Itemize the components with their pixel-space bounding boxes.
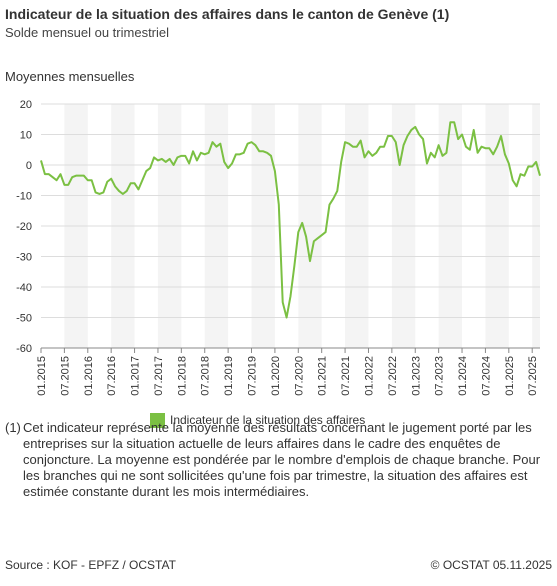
x-tick-label: 01.2021 <box>317 356 329 396</box>
footnote: (1) Cet indicateur représente la moyenne… <box>5 420 550 500</box>
x-tick-label: 07.2020 <box>293 356 305 396</box>
x-tick-label: 01.2022 <box>363 356 375 396</box>
x-tick-label: 01.2018 <box>176 356 188 396</box>
x-tick-label: 01.2016 <box>83 356 95 396</box>
y-tick-label: 20 <box>20 99 32 111</box>
chart-subtitle: Solde mensuel ou trimestriel <box>5 25 170 40</box>
x-tick-label: 07.2019 <box>247 356 259 396</box>
x-tick-label: 01.2019 <box>223 356 235 396</box>
y-tick-label: 0 <box>26 160 32 172</box>
x-tick-label: 07.2022 <box>387 356 399 396</box>
footnote-text: Cet indicateur représente la moyenne des… <box>23 420 541 499</box>
x-tick-label: 07.2015 <box>59 356 71 396</box>
copyright-text: © OCSTAT 05.11.2025 <box>430 558 552 572</box>
y-tick-label: -50 <box>16 313 32 325</box>
x-tick-label: 07.2018 <box>200 356 212 396</box>
y-tick-label: -10 <box>16 191 32 203</box>
x-tick-label: 07.2017 <box>153 356 165 396</box>
legend-label: Indicateur de la situation des affaires <box>170 413 366 427</box>
gridlines <box>41 103 540 349</box>
x-tick-label: 01.2023 <box>410 356 422 396</box>
x-tick-label: 07.2024 <box>480 356 492 396</box>
x-tick-label: 07.2016 <box>106 356 118 396</box>
y-tick-label: 10 <box>20 130 32 142</box>
source-text: Source : KOF - EPFZ / OCSTAT <box>5 558 176 572</box>
y-tick-label: -30 <box>16 252 32 264</box>
footnote-number: (1) <box>5 420 21 435</box>
legend: Indicateur de la situation des affaires <box>150 411 365 429</box>
x-tick-label: 07.2023 <box>434 356 446 396</box>
y-tick-label: -20 <box>16 221 32 233</box>
x-tick-label: 07.2021 <box>340 356 352 396</box>
x-tick-label: 07.2025 <box>527 356 539 396</box>
legend-swatch <box>150 412 165 428</box>
x-tick-label: 01.2020 <box>270 356 282 396</box>
x-axis: 01.2015 07.2015 01.2016 07.2016 01.2017 07.20… <box>36 347 540 396</box>
y-tick-label: -60 <box>16 343 32 355</box>
x-tick-label: 01.2024 <box>457 356 469 396</box>
x-tick-label: 01.2025 <box>504 356 516 396</box>
chart-title: Indicateur de la situation des affaires … <box>5 6 450 22</box>
series-line <box>40 121 541 319</box>
y-tick-label: -40 <box>16 282 32 294</box>
series-layer <box>40 121 541 319</box>
x-tick-label: 01.2017 <box>130 356 142 396</box>
x-tick-label: 01.2015 <box>36 356 48 396</box>
y-axis: 20 10 0 -10 -20 -30 -40 -50 -60 <box>16 99 32 355</box>
panel-label: Moyennes mensuelles <box>5 69 135 84</box>
